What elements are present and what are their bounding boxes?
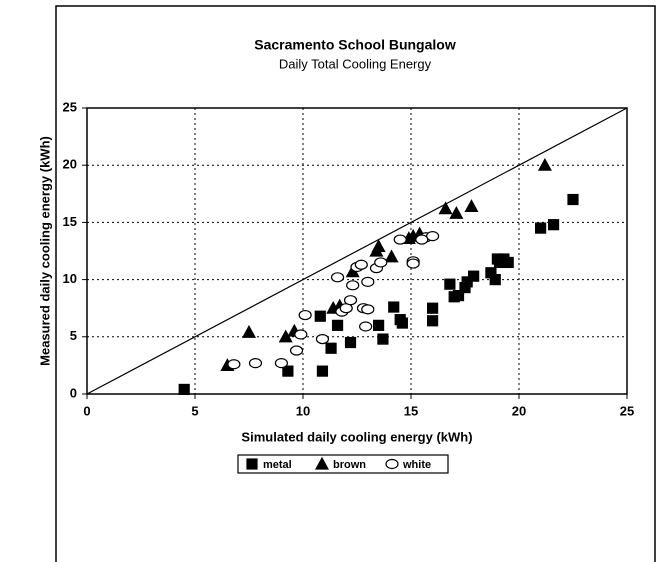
legend-label: brown bbox=[333, 459, 366, 471]
marker-triangle bbox=[449, 205, 464, 219]
legend-label: white bbox=[402, 459, 431, 471]
y-tick-label: 10 bbox=[63, 271, 77, 286]
x-axis-label: Simulated daily cooling energy (kWh) bbox=[241, 429, 472, 444]
y-tick-label: 20 bbox=[63, 157, 77, 172]
plot-area bbox=[86, 107, 628, 395]
legend-label: metal bbox=[263, 459, 292, 471]
marker-square bbox=[331, 319, 344, 331]
legend-box bbox=[237, 454, 449, 474]
y-tick-label: 25 bbox=[63, 99, 77, 114]
marker-square bbox=[344, 336, 357, 349]
x-tick-label: 25 bbox=[620, 403, 634, 418]
chart-title: Sacramento School Bungalow bbox=[254, 37, 456, 53]
marker-circle bbox=[359, 321, 373, 332]
marker-square bbox=[316, 365, 329, 377]
x-tick-label: 20 bbox=[512, 403, 526, 418]
y-tick-label: 15 bbox=[63, 214, 77, 229]
marker-square bbox=[178, 383, 190, 396]
marker-circle bbox=[415, 234, 429, 245]
marker-circle bbox=[315, 333, 330, 345]
marker-square bbox=[314, 310, 326, 322]
marker-triangle bbox=[464, 199, 479, 212]
marker-circle bbox=[298, 309, 312, 321]
marker-circle bbox=[289, 345, 304, 356]
marker-triangle bbox=[371, 239, 386, 253]
marker-circle bbox=[354, 259, 368, 270]
marker-circle bbox=[406, 258, 420, 269]
marker-square bbox=[427, 302, 439, 314]
marker-circle bbox=[343, 295, 358, 306]
x-tick-label: 15 bbox=[404, 403, 418, 418]
marker-circle bbox=[385, 458, 399, 470]
y-tick-label: 0 bbox=[70, 385, 77, 400]
marker-square bbox=[396, 317, 408, 329]
y-axis-label: Measured daily cooling energy (kWh) bbox=[37, 136, 52, 366]
marker-square bbox=[502, 256, 514, 269]
marker-triangle bbox=[438, 201, 453, 215]
marker-circle bbox=[330, 272, 345, 283]
marker-circle bbox=[248, 358, 263, 369]
marker-square bbox=[282, 365, 294, 377]
marker-square bbox=[452, 290, 465, 302]
marker-circle bbox=[294, 329, 308, 340]
marker-circle bbox=[274, 358, 288, 369]
marker-circle bbox=[393, 234, 407, 245]
marker-square bbox=[547, 219, 560, 231]
y-tick-label: 5 bbox=[70, 328, 77, 343]
marker-square bbox=[325, 342, 337, 354]
marker-triangle bbox=[537, 157, 552, 171]
x-tick-label: 5 bbox=[191, 403, 198, 418]
marker-square bbox=[534, 222, 547, 234]
marker-square bbox=[444, 278, 456, 290]
marker-circle bbox=[374, 257, 388, 268]
chart-subtitle: Daily Total Cooling Energy bbox=[279, 56, 432, 71]
diagonal-line bbox=[86, 107, 628, 395]
marker-square bbox=[373, 319, 385, 331]
marker-circle bbox=[361, 304, 375, 315]
marker-square bbox=[567, 193, 579, 206]
marker-triangle bbox=[384, 249, 399, 263]
x-tick-label: 10 bbox=[296, 403, 310, 418]
marker-triangle bbox=[314, 456, 330, 470]
x-tick-label: 0 bbox=[83, 403, 90, 418]
frame bbox=[55, 5, 656, 562]
marker-circle bbox=[361, 276, 375, 287]
marker-square bbox=[246, 458, 258, 470]
marker-square bbox=[377, 333, 389, 345]
marker-circle bbox=[426, 231, 440, 242]
marker-circle bbox=[227, 359, 241, 370]
marker-triangle bbox=[241, 324, 257, 338]
marker-square bbox=[468, 270, 480, 282]
marker-square bbox=[461, 276, 473, 288]
marker-circle bbox=[346, 280, 360, 291]
marker-square bbox=[489, 274, 501, 286]
marker-square bbox=[388, 301, 400, 313]
marker-square bbox=[427, 315, 439, 327]
